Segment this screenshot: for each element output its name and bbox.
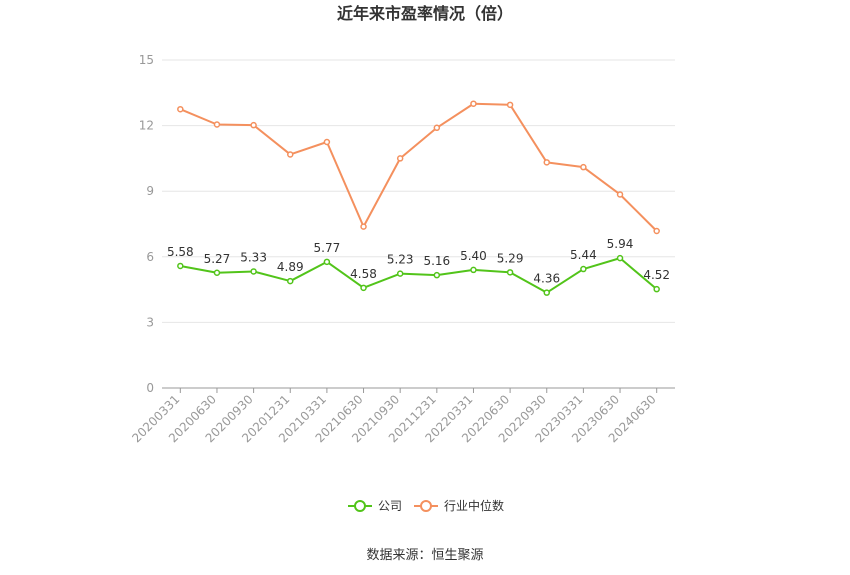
y-tick-label: 15 (139, 53, 154, 67)
series-line-1 (179, 102, 658, 232)
data-point (287, 277, 294, 285)
data-point (470, 100, 477, 107)
data-point (213, 121, 221, 128)
y-tick-label: 12 (139, 119, 154, 133)
data-point (213, 269, 221, 277)
data-labels: 5.58 5.27 5.33 4.89 5.77 4.58 5.23 5.16 5.40 5.29… (167, 237, 670, 286)
data-point (580, 265, 587, 273)
data-point (360, 223, 367, 230)
data-point (250, 268, 257, 275)
data-point (360, 284, 367, 292)
data-label: 4.89 (277, 260, 304, 274)
series-line-0 (180, 257, 658, 294)
data-label: 5.33 (240, 250, 267, 264)
data-point (543, 159, 550, 166)
data-label: 5.94 (607, 237, 634, 251)
data-point (396, 270, 404, 277)
data-label: 5.16 (423, 254, 450, 268)
y-tick-label: 9 (146, 184, 154, 198)
data-point (323, 138, 331, 146)
data-point (653, 227, 660, 235)
legend-label: 行业中位数 (444, 498, 504, 513)
data-label: 5.58 (167, 245, 194, 259)
chart-title: 近年来市盈率情况（倍） (337, 4, 513, 23)
data-point (470, 266, 477, 274)
data-label: 4.58 (350, 267, 377, 281)
legend: 公司 行业中位数 (348, 498, 504, 513)
y-tick-label: 6 (146, 250, 154, 264)
data-point (543, 289, 550, 296)
data-point (177, 262, 184, 270)
data-label: 5.23 (387, 253, 414, 267)
x-axis-ticks: 2020033120200630202009302020123120210331… (129, 388, 659, 445)
data-point (287, 151, 294, 158)
data-label: 5.44 (570, 248, 597, 262)
y-tick-label: 3 (146, 315, 154, 329)
legend-marker (420, 500, 432, 512)
data-label: 5.29 (497, 251, 524, 265)
series-layer (177, 100, 660, 296)
data-label: 5.27 (204, 252, 231, 266)
data-label: 4.36 (533, 272, 560, 286)
y-tick-label: 0 (146, 381, 154, 395)
y-axis-ticks: 0 3 6 9 12 15 (139, 53, 154, 395)
data-point (653, 285, 660, 293)
data-point (177, 105, 184, 113)
data-point (506, 101, 514, 109)
data-label: 5.40 (460, 249, 487, 263)
legend-marker (354, 500, 366, 512)
data-source-note: 数据来源：恒生聚源 (366, 548, 483, 563)
data-point (433, 124, 441, 132)
data-point (250, 121, 257, 129)
data-label: 4.52 (643, 268, 670, 282)
data-point (433, 271, 441, 279)
data-point (506, 269, 514, 276)
data-point (580, 163, 587, 171)
data-point (616, 191, 624, 198)
legend-label: 公司 (378, 499, 402, 513)
data-point (396, 155, 404, 162)
data-point (616, 254, 624, 262)
data-label: 5.77 (314, 241, 341, 255)
data-point (323, 258, 331, 266)
gridlines (162, 59, 675, 323)
